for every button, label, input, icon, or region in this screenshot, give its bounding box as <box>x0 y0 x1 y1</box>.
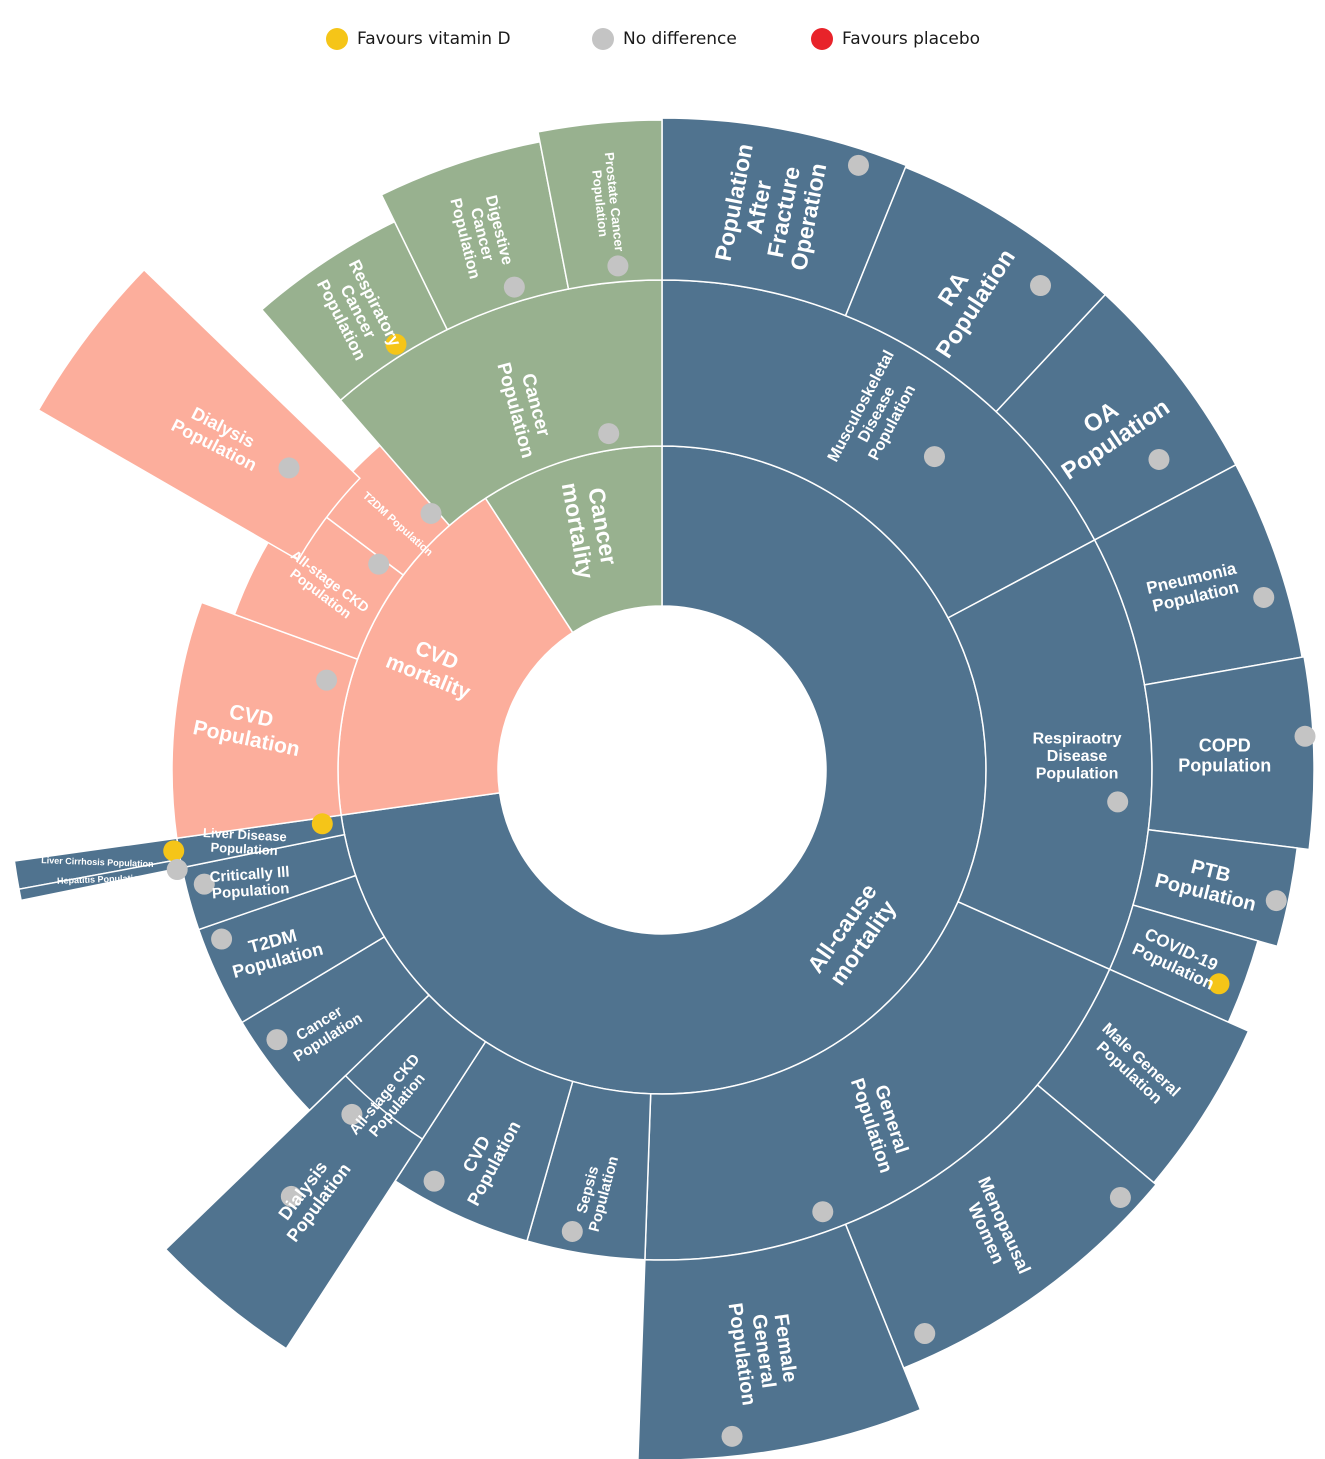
legend-label-no-difference: No difference <box>623 29 737 49</box>
sunburst-segments <box>13 117 1315 1459</box>
grey-dot-icon <box>812 1201 834 1223</box>
segment-l3-cvd-dialysis <box>37 268 361 562</box>
grey-dot-icon <box>280 1185 302 1207</box>
grey-dot-icon <box>368 553 390 575</box>
segment-l3-copd <box>1143 655 1315 851</box>
legend-item-placebo: Favours placebo <box>811 28 980 50</box>
grey-dot-icon <box>316 669 338 691</box>
legend-label-vitamin-d: Favours vitamin D <box>357 29 511 49</box>
grey-dot-icon <box>598 423 620 445</box>
grey-dot-icon <box>607 255 629 277</box>
grey-dot-icon <box>592 28 614 50</box>
grey-dot-icon <box>1107 791 1129 813</box>
yellow-dot-icon <box>163 840 185 862</box>
legend-item-no-difference: No difference <box>592 28 737 50</box>
grey-dot-icon <box>193 873 215 895</box>
result-dots <box>163 154 1316 1447</box>
grey-dot-icon <box>1148 448 1170 470</box>
grey-dot-icon <box>561 1220 583 1242</box>
label-l3-cirrhosis: Liver Cirrhosis Population <box>41 855 154 869</box>
segment-l2-cvd-cvdpop <box>171 601 359 840</box>
legend: Favours vitamin D No difference Favours … <box>0 28 1325 60</box>
red-dot-icon <box>811 28 833 50</box>
grey-dot-icon <box>211 928 233 950</box>
grey-dot-icon <box>1030 275 1052 297</box>
legend-item-vitamin-d: Favours vitamin D <box>326 28 511 50</box>
yellow-dot-icon <box>326 28 348 50</box>
grey-dot-icon <box>341 1103 363 1125</box>
label-l2-critical: Critically IllPopulation <box>209 864 291 903</box>
grey-dot-icon <box>923 446 945 468</box>
label-l2-resp: Respiraotry Disease Population <box>1033 731 1122 783</box>
segment-l3-prostate <box>537 119 663 290</box>
grey-dot-icon <box>1253 586 1275 608</box>
label-l2-liver: Liver DiseasePopulation <box>202 825 287 859</box>
grey-dot-icon <box>503 276 525 298</box>
segment-l3-dialysis <box>164 1074 424 1350</box>
label-l3-hepatitis: Hepatitis Population <box>57 873 144 886</box>
center-hole <box>498 606 826 934</box>
yellow-dot-icon <box>385 333 407 355</box>
grey-dot-icon <box>266 1029 288 1051</box>
grey-dot-icon <box>847 154 869 176</box>
grey-dot-icon <box>420 502 442 524</box>
label-l3-copd: COPD Population <box>1178 736 1271 776</box>
yellow-dot-icon <box>1208 973 1230 995</box>
segment-l3-female <box>637 1223 922 1459</box>
label-l3-prostate: Prostate CancerPopulation <box>588 152 628 254</box>
grey-dot-icon <box>423 1170 445 1192</box>
grey-dot-icon <box>914 1322 936 1344</box>
grey-dot-icon <box>1294 725 1316 747</box>
grey-dot-icon <box>166 859 188 881</box>
grey-dot-icon <box>1109 1186 1131 1208</box>
grey-dot-icon <box>1265 890 1287 912</box>
grey-dot-icon <box>278 457 300 479</box>
yellow-dot-icon <box>311 813 333 835</box>
grey-dot-icon <box>721 1425 743 1447</box>
legend-label-placebo: Favours placebo <box>842 29 981 49</box>
